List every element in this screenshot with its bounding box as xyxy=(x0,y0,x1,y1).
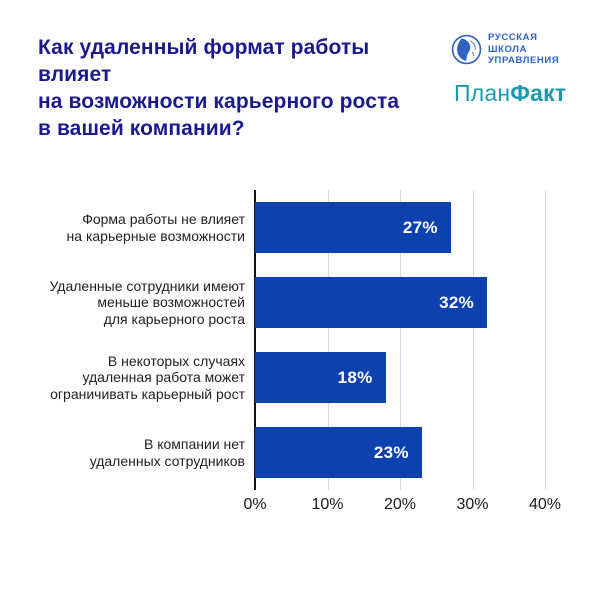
planfact-fakt: Факт xyxy=(510,79,567,106)
chart-rows: Форма работы не влияет на карьерные возм… xyxy=(0,190,600,490)
category-3-line-1: В некоторых случаях xyxy=(107,352,245,369)
gridline-30 xyxy=(472,190,474,490)
chart-row-4: В компании нет удаленных сотрудников 23% xyxy=(0,415,600,490)
rsu-face-in-circle-icon xyxy=(451,34,482,65)
category-1-line-1: Форма работы не влияет xyxy=(82,211,245,227)
bar-1: 27% xyxy=(255,202,451,253)
planfact-logo: ПланФакт xyxy=(454,80,591,107)
gridline-40 xyxy=(545,190,546,490)
category-label-2: Удаленные сотрудники имеют меньше возмож… xyxy=(0,278,255,328)
category-4-line-1: В компании нет xyxy=(143,436,245,452)
title-line-2: на возможности карьерного роста xyxy=(38,90,400,113)
logo-column: РУССКАЯ ШКОЛА УПРАВЛЕНИЯ ПланФакт xyxy=(451,32,591,107)
title-line-1: Как удаленный формат работы влияет xyxy=(38,36,370,86)
bar-value-1: 27% xyxy=(402,217,438,237)
category-4-line-2: удаленных сотрудников xyxy=(89,452,245,469)
chart-row-3: В некоторых случаях удаленная работа мож… xyxy=(0,340,600,415)
x-tick-30: 30% xyxy=(456,496,489,513)
x-tick-40: 40% xyxy=(528,496,562,513)
bar-3: 18% xyxy=(255,352,386,403)
bar-track-4: 23% xyxy=(255,427,545,478)
category-3-line-3: ограничивать карьерный рост xyxy=(50,385,245,402)
bar-2: 32% xyxy=(255,277,487,328)
bar-value-3: 18% xyxy=(337,367,373,387)
x-tick-10: 10% xyxy=(311,496,344,513)
x-axis: 0% 10% 20% 30% 40% xyxy=(243,496,561,520)
chart-row-1: Форма работы не влияет на карьерные возм… xyxy=(0,190,600,265)
category-2-line-2: меньше возможностей xyxy=(97,294,245,311)
category-label-3: В некоторых случаях удаленная работа мож… xyxy=(0,353,255,403)
x-tick-20: 20% xyxy=(383,496,417,513)
bar-track-3: 18% xyxy=(255,352,545,403)
category-2-line-3: для карьерного роста xyxy=(103,310,245,327)
gridline-10 xyxy=(327,190,329,490)
rsu-line-2: ШКОЛА xyxy=(488,43,528,55)
axis-line-0 xyxy=(254,190,256,490)
category-2-line-1: Удаленные сотрудники имеют xyxy=(49,277,245,294)
rsu-logo-text: РУССКАЯ ШКОЛА УПРАВЛЕНИЯ xyxy=(488,32,559,67)
gridlines xyxy=(254,190,546,490)
category-label-1: Форма работы не влияет на карьерные возм… xyxy=(0,211,255,244)
rsu-logo: РУССКАЯ ШКОЛА УПРАВЛЕНИЯ xyxy=(451,32,591,67)
chart-row-2: Удаленные сотрудники имеют меньше возмож… xyxy=(0,265,600,340)
page-title: Как удаленный формат работы влияет на во… xyxy=(38,34,448,142)
bar-chart: Форма работы не влияет на карьерные возм… xyxy=(0,190,600,530)
x-tick-0: 0% xyxy=(243,496,267,513)
rsu-line-1: РУССКАЯ xyxy=(488,32,538,43)
bar-value-2: 32% xyxy=(439,292,474,312)
gridline-20 xyxy=(400,190,401,490)
title-line-3: в вашей компании? xyxy=(38,117,245,140)
category-label-4: В компании нет удаленных сотрудников xyxy=(0,436,255,469)
category-1-line-2: на карьерные возможности xyxy=(66,227,245,244)
rsu-line-3: УПРАВЛЕНИЯ xyxy=(488,55,560,66)
bar-track-2: 32% xyxy=(255,277,545,328)
bar-4: 23% xyxy=(255,427,422,478)
bar-track-1: 27% xyxy=(255,202,545,253)
category-3-line-2: удаленная работа может xyxy=(82,369,245,386)
bar-value-4: 23% xyxy=(373,442,409,462)
planfact-plan: План xyxy=(454,79,511,106)
